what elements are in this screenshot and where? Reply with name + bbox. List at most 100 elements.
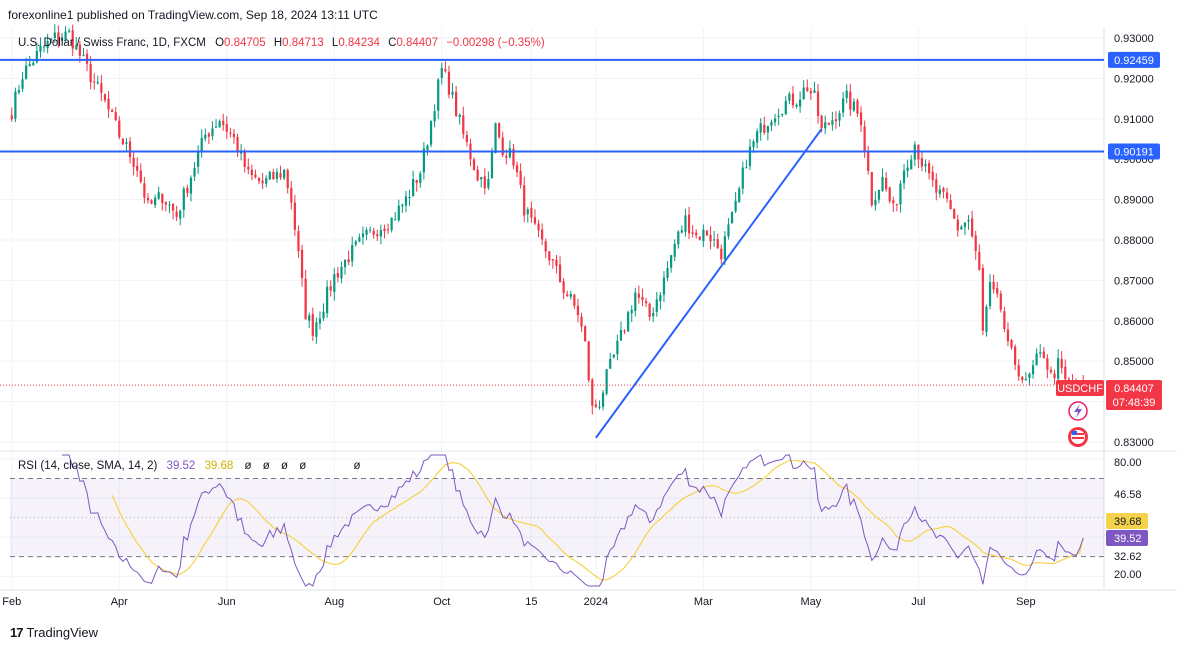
candle [874, 191, 877, 211]
candle [286, 168, 289, 194]
us-flag-event-icon[interactable] [1068, 427, 1088, 447]
candle [598, 400, 601, 410]
candle [93, 73, 96, 90]
candle-body [533, 217, 537, 224]
candle [523, 176, 526, 223]
candle-body [644, 301, 648, 304]
candle [326, 280, 329, 318]
candle-body [179, 210, 182, 219]
candle-body [232, 133, 236, 138]
candle-body [490, 151, 494, 179]
rsi-grid [0, 458, 1104, 577]
candle [924, 159, 927, 173]
na-value-1: ø [245, 460, 252, 472]
candle [39, 37, 42, 58]
time-axis[interactable]: Feb Apr Jun Aug Oct 15 2024 Mar May Jul Sep [2, 596, 1035, 608]
candle [881, 168, 884, 192]
candle [462, 106, 465, 139]
candle-body [476, 169, 479, 181]
time-tick-label: Feb [2, 596, 21, 608]
candle [799, 91, 802, 113]
candle-body [487, 178, 490, 188]
candle [1024, 372, 1027, 381]
candle-body [508, 148, 511, 158]
lightning-event-icon[interactable] [1068, 401, 1088, 421]
candle [569, 290, 572, 300]
candle-body [440, 68, 443, 78]
candle-body [544, 241, 547, 252]
high-label: H [274, 37, 282, 49]
candle [544, 238, 547, 259]
candle-body [981, 267, 984, 331]
candle [483, 168, 486, 195]
candle [856, 98, 859, 117]
tradingview-footer[interactable]: 17 TradingView [10, 625, 98, 640]
candle [68, 28, 71, 34]
candle [759, 118, 762, 141]
trendline[interactable] [595, 128, 823, 439]
candle [1031, 359, 1035, 379]
candle [272, 168, 275, 180]
candle [634, 287, 637, 317]
candle [677, 230, 680, 249]
price-axis[interactable]: 0.83000 0.85000 0.86000 0.87000 0.88000 0.890… [1114, 33, 1154, 449]
candle [351, 236, 354, 267]
price-tick-label: 0.93000 [1114, 33, 1154, 45]
candle [232, 129, 236, 144]
candle [494, 122, 497, 154]
candle-body [770, 121, 773, 126]
low-value: 0.84234 [338, 37, 380, 49]
rsi-legend: RSI (14, close, SMA, 14, 2) 39.52 39.68 … [18, 460, 360, 472]
candle-body [458, 114, 461, 118]
candle [616, 334, 619, 361]
candle-body [859, 112, 863, 126]
candle [630, 305, 633, 322]
candle-body [57, 32, 60, 42]
candle [978, 244, 981, 271]
candle [329, 280, 332, 297]
candle-body [791, 93, 795, 106]
candle-body [103, 94, 107, 101]
candle [691, 225, 694, 238]
tradingview-logo-icon: 17 [10, 625, 24, 640]
candle [250, 164, 253, 181]
candle [870, 171, 873, 208]
candle [566, 290, 569, 297]
candle-body [806, 87, 809, 91]
candle-body [39, 45, 42, 52]
candle-body [677, 231, 680, 245]
candle-body [641, 296, 644, 301]
candle [103, 93, 107, 103]
candle [548, 250, 551, 266]
candle [96, 75, 99, 85]
candle-body [856, 100, 859, 114]
candle-body [71, 30, 74, 49]
candle-body [802, 87, 805, 100]
price-badge: 0.84407 07:48:39 [1106, 380, 1162, 410]
candle-body [566, 294, 569, 297]
candle [727, 217, 730, 240]
candle-body [300, 249, 304, 279]
candle [834, 111, 838, 129]
candle-body [612, 354, 615, 358]
time-tick-label: Mar [694, 596, 713, 608]
candle-body [1003, 311, 1006, 330]
rsi-axis[interactable]: 80.00 46.58 39.68 39.52 32.62 20.00 [1106, 457, 1148, 581]
candle-body [139, 170, 142, 182]
candle [920, 151, 924, 171]
candle [813, 81, 816, 94]
candle-body [35, 50, 38, 63]
na-value-3: ø [281, 460, 288, 472]
candle-body [326, 286, 329, 314]
candle [648, 302, 651, 321]
candle-body [293, 202, 296, 230]
candle [25, 57, 28, 80]
candle [193, 161, 196, 181]
candle [318, 311, 322, 330]
candle-body [480, 176, 483, 180]
candle [440, 62, 443, 85]
candle [361, 226, 365, 245]
level-mid-badge: 0.90191 [1108, 143, 1160, 160]
candle-body [885, 177, 888, 190]
